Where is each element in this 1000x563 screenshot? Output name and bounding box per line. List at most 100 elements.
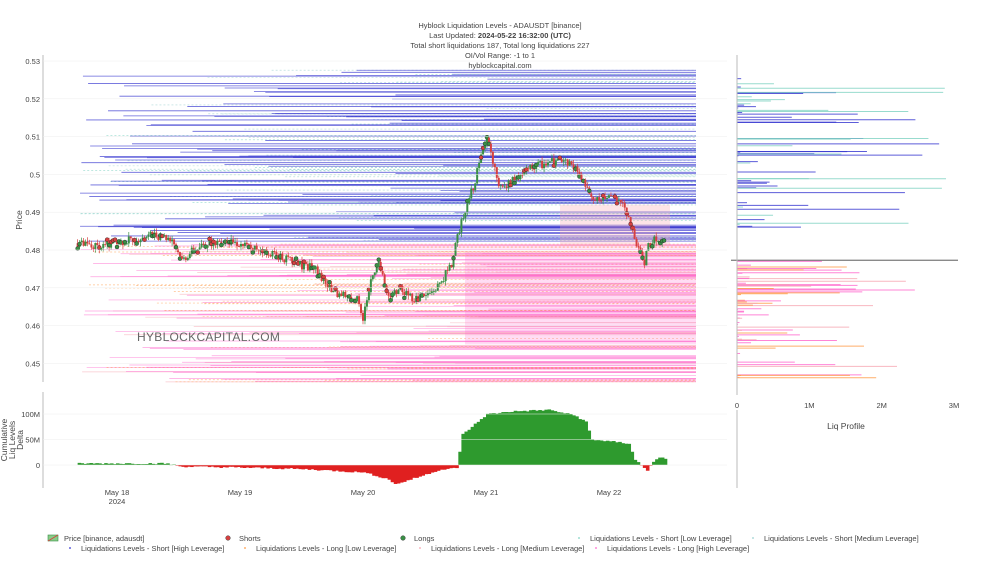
candle-body	[552, 158, 555, 166]
candle-body	[450, 264, 453, 268]
legend-item[interactable]: Liquidations Levels - Short [Low Leverag…	[578, 534, 732, 543]
candle-body	[302, 261, 305, 270]
candle-body	[401, 285, 404, 293]
delta-area-segment	[424, 465, 429, 475]
delta-area-segment	[633, 459, 638, 465]
candle-body	[285, 255, 288, 263]
candle-body	[332, 291, 335, 293]
legend-item[interactable]: Liquidations Levels - Short [High Levera…	[69, 544, 224, 553]
candle-body	[578, 171, 581, 174]
candle-body	[389, 295, 392, 298]
long-liquidation-dot	[451, 256, 456, 261]
candle-body	[218, 240, 221, 242]
candle-body	[94, 243, 97, 249]
candle-body	[606, 197, 609, 199]
candle-body	[202, 243, 205, 245]
candle-body	[487, 137, 490, 144]
delta-area-segment	[430, 465, 435, 473]
candle-body	[167, 237, 170, 240]
legend-item[interactable]: Longs	[400, 534, 435, 543]
candle-body	[393, 290, 396, 296]
price-y-tick-label: 0.49	[25, 208, 40, 217]
candle-body	[523, 171, 526, 176]
site-url: hyblockcapital.com	[468, 61, 532, 70]
delta-y-axis-title: Cumulative	[0, 418, 9, 461]
candle-body	[308, 263, 311, 271]
price-y-tick-label: 0.51	[25, 133, 40, 142]
delta-area-segment	[565, 413, 570, 465]
delta-area-segment	[307, 465, 312, 470]
delta-y-tick-label: 0	[36, 461, 40, 470]
candle-body	[173, 239, 176, 245]
long-liquidation-dot	[650, 244, 655, 249]
delta-area-segment	[278, 465, 282, 469]
candle-body	[592, 196, 595, 200]
candle-body	[562, 160, 565, 162]
candle-body	[206, 245, 209, 248]
delta-area-segment	[559, 412, 564, 465]
delta-area-segment	[587, 430, 592, 465]
delta-area-segment	[412, 465, 416, 478]
delta-area-segment	[213, 465, 218, 468]
candle-body	[444, 270, 447, 282]
candle-body	[314, 266, 317, 270]
candle-body	[533, 168, 536, 170]
short-liquidation-dot	[557, 155, 562, 160]
candle-body	[375, 267, 378, 273]
candle-body	[499, 185, 502, 187]
delta-area-segment	[396, 465, 401, 484]
candle-body	[283, 259, 286, 263]
candle-body	[304, 261, 307, 265]
delta-area-segment	[642, 465, 647, 468]
short-liquidation-dot	[478, 155, 484, 160]
legend-item[interactable]: Liquidations Levels - Short [Medium Leve…	[752, 534, 919, 543]
delta-area-segment	[260, 465, 264, 469]
profile-x-tick-label: 0	[735, 401, 739, 410]
delta-area-segment	[529, 410, 533, 465]
delta-area-segment	[356, 465, 361, 473]
candle-body	[362, 312, 364, 321]
candle-body	[584, 179, 587, 187]
candle-body	[360, 304, 363, 313]
delta-area-segment	[452, 465, 456, 468]
delta-area-segment	[207, 465, 212, 468]
delta-area-segment	[612, 441, 616, 465]
legend-item[interactable]: Liquidations Levels - Long [Low Leverage…	[244, 544, 397, 553]
delta-area-segment	[627, 443, 632, 465]
delta-area-segment	[231, 465, 235, 467]
candle-body	[458, 232, 461, 235]
price-y-tick-label: 0.47	[25, 284, 40, 293]
candle-body	[200, 243, 203, 248]
candle-body	[92, 247, 95, 249]
legend-item[interactable]: Liquidations Levels - Long [Medium Lever…	[419, 544, 584, 553]
long-liquidation-dot	[640, 255, 645, 260]
candle-body	[330, 284, 333, 293]
last-updated: Last Updated: 2024-05-22 16:32:00 (UTC)	[429, 31, 571, 40]
delta-area-segment	[139, 464, 144, 465]
short-liquidation-dot	[614, 201, 620, 206]
legend-item[interactable]: Liquidations Levels - Long [High Leverag…	[595, 544, 749, 553]
candle-body	[497, 177, 500, 187]
legend-label: Price [binance, adausdt]	[64, 534, 144, 543]
candle-body	[509, 180, 512, 185]
delta-area-segment	[257, 465, 261, 468]
date-tick-label: May 20	[351, 488, 376, 497]
delta-area-segment	[621, 443, 625, 465]
delta-area-segment	[151, 463, 155, 465]
price-y-axis-title: Price	[14, 210, 24, 230]
legend-item[interactable]: Price [binance, adausdt]	[47, 534, 144, 543]
candle-body	[608, 195, 610, 198]
delta-area-segment	[489, 413, 493, 465]
candle-body	[482, 148, 485, 155]
delta-area-segment	[190, 465, 194, 468]
long-liquidation-dot	[376, 257, 381, 262]
candle-body	[657, 241, 660, 242]
candle-body	[121, 241, 124, 246]
delta-area-segment	[661, 457, 665, 465]
delta-area-segment	[618, 441, 622, 465]
legend-item[interactable]: Shorts	[225, 534, 261, 543]
delta-area-segment	[384, 465, 389, 479]
delta-area-segment	[498, 412, 502, 465]
delta-area-segment	[436, 465, 441, 471]
